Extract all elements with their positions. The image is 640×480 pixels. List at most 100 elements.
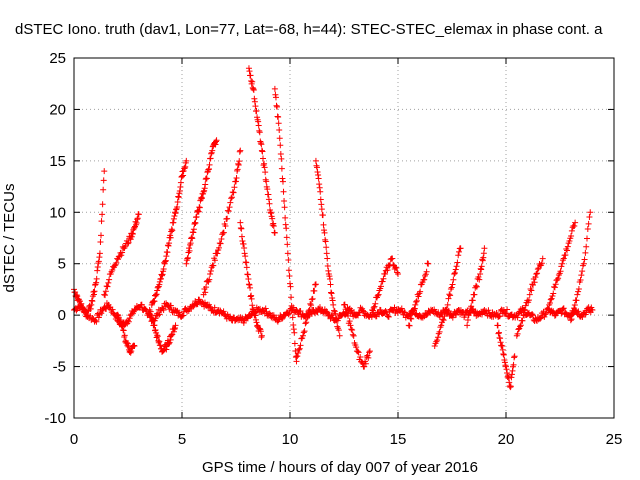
data-point xyxy=(104,283,111,290)
data-point xyxy=(256,129,263,136)
data-point xyxy=(96,254,103,261)
data-point xyxy=(156,278,163,285)
data-point xyxy=(371,303,378,310)
data-point xyxy=(377,283,384,290)
data-point xyxy=(92,317,99,324)
data-point xyxy=(240,241,247,248)
data-point xyxy=(350,332,357,339)
data-point xyxy=(209,147,216,154)
data-point xyxy=(455,252,462,259)
data-point xyxy=(440,317,447,324)
data-point xyxy=(248,78,255,85)
data-point xyxy=(125,340,131,347)
data-point xyxy=(193,213,200,220)
data-point xyxy=(314,169,321,176)
data-point xyxy=(269,215,276,222)
data-point xyxy=(566,237,573,244)
data-point xyxy=(167,234,174,241)
data-point xyxy=(312,157,319,164)
data-point xyxy=(448,284,455,291)
data-point xyxy=(154,332,161,339)
data-point xyxy=(317,188,324,195)
data-point xyxy=(370,304,377,311)
data-point xyxy=(382,271,389,277)
data-point xyxy=(159,272,166,279)
data-point xyxy=(282,221,289,228)
data-point xyxy=(125,239,132,246)
data-point xyxy=(206,276,213,283)
data-point xyxy=(170,328,177,335)
data-point xyxy=(449,281,456,288)
data-point xyxy=(308,302,315,309)
y-tick-label: 10 xyxy=(49,204,66,221)
data-point xyxy=(294,353,301,360)
data-point xyxy=(258,334,265,341)
data-point xyxy=(93,279,100,286)
data-point xyxy=(89,298,96,305)
data-point xyxy=(582,249,589,256)
data-point xyxy=(93,275,100,282)
data-point xyxy=(500,307,507,313)
data-point xyxy=(130,342,137,349)
data-point xyxy=(98,310,105,317)
data-point xyxy=(321,229,328,236)
data-point xyxy=(485,307,492,314)
data-point xyxy=(575,285,582,292)
data-point xyxy=(413,298,420,305)
data-point xyxy=(238,225,245,232)
data-point xyxy=(225,208,232,215)
data-point xyxy=(216,240,223,247)
data-point xyxy=(106,276,113,283)
data-point xyxy=(568,316,575,323)
data-point xyxy=(300,329,307,336)
data-point xyxy=(517,323,524,330)
data-point xyxy=(468,303,475,310)
plot-frame xyxy=(73,57,615,419)
data-point xyxy=(301,328,308,335)
data-point xyxy=(517,322,524,329)
data-point xyxy=(174,204,181,211)
data-point xyxy=(266,200,273,207)
x-tick-label: 10 xyxy=(282,431,299,448)
data-point xyxy=(450,276,457,283)
data-point xyxy=(163,253,170,260)
data-point xyxy=(183,260,190,267)
data-point xyxy=(345,312,352,319)
data-point xyxy=(525,297,532,304)
data-point xyxy=(101,168,108,175)
data-point xyxy=(256,127,263,134)
data-point xyxy=(573,297,580,304)
data-point xyxy=(166,340,173,347)
data-point xyxy=(456,248,463,255)
data-point xyxy=(415,293,422,300)
data-point xyxy=(113,259,120,266)
data-point xyxy=(327,281,334,288)
data-point xyxy=(508,371,515,378)
data-point xyxy=(322,238,329,245)
data-point xyxy=(159,271,166,278)
data-point xyxy=(480,254,487,261)
data-point xyxy=(550,290,557,297)
data-point xyxy=(357,353,364,360)
data-point xyxy=(477,271,484,277)
data-point xyxy=(464,322,471,329)
data-point xyxy=(398,305,405,312)
data-point xyxy=(349,331,356,338)
data-point xyxy=(283,225,290,232)
data-point xyxy=(285,256,292,263)
data-point xyxy=(258,332,265,339)
data-point xyxy=(204,169,211,176)
data-point xyxy=(277,150,284,157)
data-point xyxy=(478,311,485,318)
data-point xyxy=(128,348,135,355)
data-point xyxy=(160,265,167,272)
data-point xyxy=(353,344,360,351)
data-point xyxy=(532,274,539,281)
data-point xyxy=(476,276,483,283)
data-point xyxy=(497,335,504,342)
data-point xyxy=(191,220,198,227)
data-point xyxy=(451,269,458,276)
data-point xyxy=(289,314,296,321)
data-point xyxy=(200,188,207,195)
data-point xyxy=(589,307,596,313)
